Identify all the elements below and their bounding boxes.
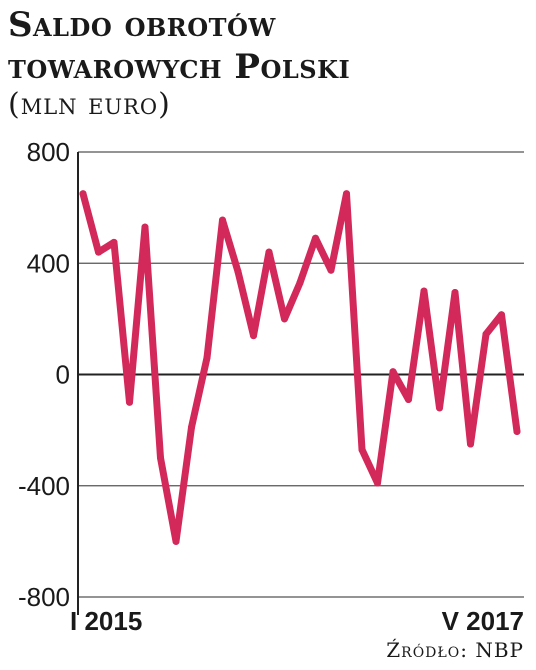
data-point-19 [374, 479, 381, 487]
data-point-7 [188, 423, 195, 431]
chart-grid [77, 151, 524, 615]
y-axis-ticks: 800 400 0 -400 -800 [18, 137, 70, 612]
data-point-9 [219, 216, 226, 224]
chart-series [79, 190, 521, 545]
data-point-28 [513, 428, 521, 435]
data-point-8 [203, 354, 211, 362]
data-point-3 [126, 398, 133, 406]
y-tick-label: 0 [56, 360, 70, 390]
chart-title: Saldo obrotów towarowych Polski [8, 4, 350, 88]
data-point-12 [265, 248, 273, 256]
data-point-5 [157, 454, 164, 462]
series-line-0 [79, 190, 521, 545]
y-tick-label: 800 [27, 137, 70, 167]
data-point-6 [172, 537, 180, 545]
data-point-15 [312, 234, 319, 242]
data-point-27 [498, 311, 505, 319]
y-tick-label: -400 [18, 471, 70, 501]
data-point-14 [296, 279, 304, 287]
data-point-16 [327, 266, 335, 274]
source-value: NBP [475, 638, 524, 662]
chart-title-line-2: towarowych Polski [8, 47, 351, 87]
data-point-23 [436, 404, 443, 412]
data-point-11 [250, 332, 257, 340]
data-point-20 [389, 368, 397, 376]
data-point-4 [141, 223, 149, 231]
data-point-0 [79, 190, 87, 198]
data-point-17 [343, 190, 350, 198]
source-label: Źródło: [386, 638, 468, 662]
y-tick-label: -800 [18, 582, 70, 612]
data-point-21 [405, 396, 412, 403]
chart-title-line-1: Saldo obrotów [8, 5, 276, 45]
data-point-26 [482, 330, 490, 338]
y-tick-label: 400 [27, 248, 70, 278]
data-point-10 [234, 268, 242, 276]
data-point-22 [420, 287, 428, 295]
data-point-24 [451, 289, 459, 296]
data-point-1 [95, 248, 102, 256]
x-axis-start-label: I 2015 [70, 606, 142, 636]
chart-subtitle: (mln euro) [8, 87, 171, 122]
data-point-25 [467, 440, 474, 448]
data-point-2 [110, 238, 118, 246]
x-axis-end-label: V 2017 [442, 606, 524, 636]
data-point-18 [358, 446, 366, 454]
source-note: Źródło: NBP [386, 638, 524, 662]
data-point-13 [281, 315, 288, 323]
